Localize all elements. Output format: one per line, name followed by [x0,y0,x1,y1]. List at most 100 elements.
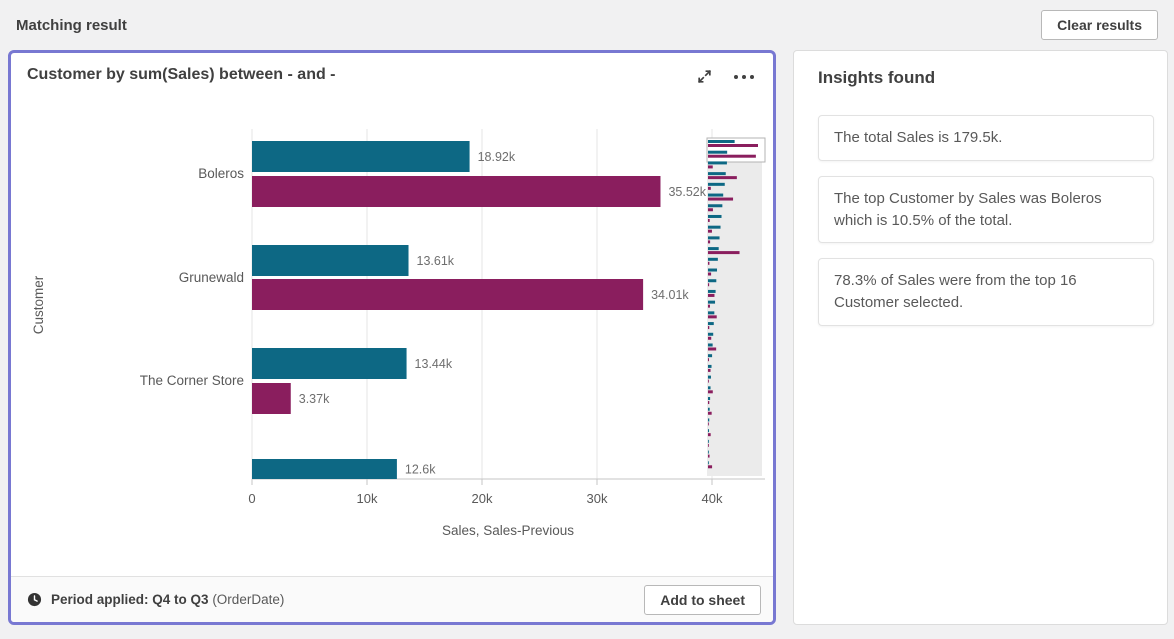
minimap-bar-previous [708,401,710,405]
minimap-bar-previous [708,336,712,340]
bar-previous[interactable] [252,279,644,310]
period-label: Period applied: [51,592,149,607]
bar-value-label: 3.37k [299,392,330,406]
chart-header: Customer by sum(Sales) between - and - [11,53,773,91]
x-tick-label: 40k [702,491,723,506]
minimap-bar-sales [708,311,715,315]
bar-value-label: 12.6k [405,463,436,477]
minimap-bar-sales [708,161,727,165]
category-label: Grunewald [179,270,244,285]
minimap-bar-sales [708,150,728,154]
chart-minimap[interactable] [707,138,762,476]
minimap-bar-sales [708,397,711,401]
minimap-bar-sales [708,364,712,368]
clear-results-button[interactable]: Clear results [1041,10,1158,40]
minimap-bar-previous [708,347,717,351]
minimap-bar-previous [708,368,711,372]
minimap-bar-sales [708,268,718,272]
minimap-bar-sales [708,343,713,347]
clock-icon [27,592,42,607]
more-menu-icon[interactable] [733,74,755,80]
minimap-bar-sales [708,140,735,143]
minimap-bar-sales [708,418,710,422]
minimap-bar-previous [708,433,711,437]
minimap-bar-previous [708,454,710,458]
minimap-bar-previous [708,283,710,287]
minimap-bar-previous [708,422,709,426]
minimap-bar-sales [708,375,711,379]
minimap-bar-previous [708,411,712,415]
bar-chart-svg[interactable]: 0 10k 20k 30k 40k 18.92k 35.52k Boleros 13.61k 34… [11,91,767,559]
expand-icon[interactable] [696,68,713,85]
minimap-bar-sales [708,289,716,293]
chart-title: Customer by sum(Sales) between - and - [27,66,336,83]
minimap-bar-previous [708,304,710,308]
minimap-bar-previous [708,176,737,180]
bar-sales[interactable] [252,459,397,479]
minimap-bar-previous [708,315,717,319]
minimap-bar-previous [708,144,758,147]
bar-value-label: 13.44k [415,357,453,371]
bar-chart[interactable]: 0 10k 20k 30k 40k 18.92k 35.52k Boleros 13.61k 34… [11,91,773,576]
bar-value-label: 34.01k [651,288,689,302]
minimap-bar-previous [708,240,711,244]
minimap-bar-sales [708,247,719,251]
minimap-bar-sales [708,439,709,443]
minimap-bar-sales [708,300,716,304]
minimap-bar-sales [708,182,725,186]
period-source: (OrderDate) [212,592,285,607]
minimap-bar-sales [708,193,724,197]
minimap-bar-previous [708,390,713,394]
bar-previous[interactable] [252,383,291,414]
minimap-bar-sales [708,279,717,283]
bar-sales[interactable] [252,245,409,276]
minimap-bar-previous [708,358,709,362]
minimap-bar-previous [708,443,709,447]
period-applied: Period applied: Q4 to Q3 (OrderDate) [27,592,284,607]
bar-sales[interactable] [252,141,470,172]
minimap-bar-previous [708,326,710,330]
bar-previous[interactable] [252,176,661,207]
minimap-bar-previous [708,154,756,158]
chart-footer: Period applied: Q4 to Q3 (OrderDate) Add… [11,576,773,622]
minimap-bar-previous [708,251,740,255]
category-label: The Corner Store [140,373,244,388]
minimap-bar-previous [708,261,710,265]
minimap-bar-previous [708,186,711,190]
minimap-bar-previous [708,379,709,383]
insight-card: The total Sales is 179.5k. [818,115,1154,161]
minimap-bar-sales [708,257,718,261]
bar-value-label: 35.52k [668,185,706,199]
minimap-bar-sales [708,407,710,411]
period-value: Q4 to Q3 [152,592,209,607]
add-to-sheet-button[interactable]: Add to sheet [644,584,761,615]
minimap-bar-sales [708,386,711,390]
minimap-bar-sales [708,429,709,433]
minimap-bar-sales [708,236,720,240]
minimap-bar-previous [708,293,715,297]
minimap-bar-previous [708,165,713,169]
y-axis-title: Customer [31,275,46,334]
main-area: Customer by sum(Sales) between - and - [0,50,1174,633]
minimap-bar-sales [708,322,714,326]
minimap-bar-sales [708,450,709,454]
minimap-bar-previous [708,229,712,233]
matching-result-chart-card[interactable]: Customer by sum(Sales) between - and - [8,50,776,625]
x-tick-label: 20k [472,491,493,506]
bar-sales[interactable] [252,348,407,379]
bar-value-label: 13.61k [417,254,455,268]
page-title: Matching result [16,16,127,34]
x-axis-title: Sales, Sales-Previous [442,523,574,538]
category-label: Boleros [198,166,244,181]
insights-panel: Insights found The total Sales is 179.5k… [793,50,1168,625]
minimap-bar-previous [708,208,713,212]
minimap-bar-previous [708,197,734,201]
minimap-bar-sales [708,172,726,176]
minimap-bar-previous [708,465,713,469]
minimap-bar-sales [708,225,721,229]
x-tick-label: 10k [357,491,378,506]
insight-card: The top Customer by Sales was Boleros wh… [818,175,1154,244]
bar-value-label: 18.92k [478,150,516,164]
minimap-bar-sales [708,461,709,465]
minimap-bar-sales [708,354,713,358]
